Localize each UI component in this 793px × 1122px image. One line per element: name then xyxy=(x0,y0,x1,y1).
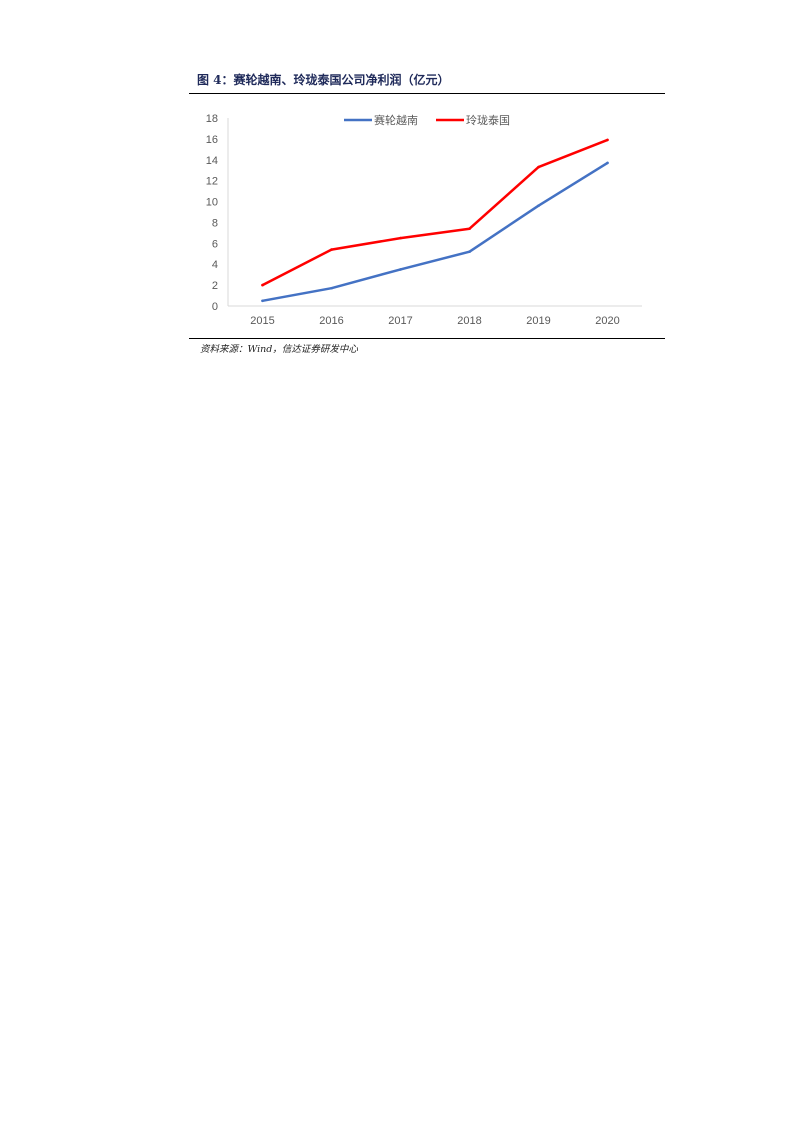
legend-label: 赛轮越南 xyxy=(374,113,418,127)
data-point xyxy=(261,299,264,303)
y-tick-label: 4 xyxy=(212,259,218,271)
y-tick-label: 8 xyxy=(212,217,218,229)
legend-label: 玲珑泰国 xyxy=(466,113,510,127)
data-point xyxy=(399,268,402,271)
x-tick-label: 2019 xyxy=(526,315,550,327)
data-point xyxy=(606,161,609,165)
y-tick-label: 18 xyxy=(206,113,218,125)
data-point xyxy=(537,165,540,169)
data-point xyxy=(261,283,264,287)
data-point xyxy=(468,227,471,231)
series-line-2 xyxy=(261,138,609,287)
data-point xyxy=(468,250,471,253)
x-tick-label: 2017 xyxy=(388,315,412,327)
y-tick-label: 10 xyxy=(206,197,218,209)
y-axis: 0 2 4 6 8 10 12 14 16 18 xyxy=(206,113,229,313)
x-tick-label: 2016 xyxy=(319,315,343,327)
data-point xyxy=(330,286,333,290)
series-layer xyxy=(261,138,609,303)
y-tick-label: 2 xyxy=(212,280,218,292)
y-tick-label: 0 xyxy=(212,301,218,313)
figure-title: 图 4：赛轮越南、玲珑泰国公司净利润（亿元） xyxy=(197,73,450,87)
x-tick-label: 2015 xyxy=(250,315,274,327)
legend: 赛轮越南 玲珑泰国 xyxy=(344,113,510,127)
x-tick-label: 2018 xyxy=(457,315,481,327)
y-tick-label: 14 xyxy=(206,155,218,167)
y-tick-label: 6 xyxy=(212,238,218,250)
y-tick-label: 16 xyxy=(206,134,218,146)
data-point xyxy=(330,248,333,251)
bottom-rule xyxy=(189,338,665,339)
data-point xyxy=(537,204,540,208)
data-point xyxy=(399,236,402,240)
x-tick-label: 2020 xyxy=(595,315,619,327)
y-tick-label: 12 xyxy=(206,176,218,188)
line-chart: 0 2 4 6 8 10 12 14 16 18 2015 2016 2017 2018 2019 2020… xyxy=(206,113,642,327)
series-line-1 xyxy=(261,161,609,303)
top-rule xyxy=(189,93,665,94)
source-note: 资料来源：Wind，信达证券研发中心 xyxy=(200,344,358,355)
data-point xyxy=(606,138,609,142)
x-axis: 2015 2016 2017 2018 2019 2020 xyxy=(228,305,642,327)
